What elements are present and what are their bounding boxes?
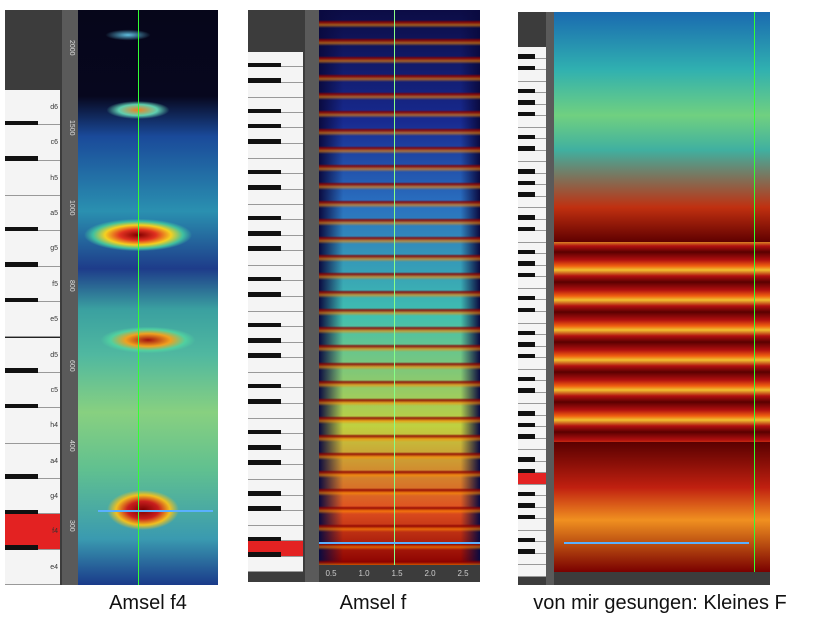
pitch-line (98, 510, 213, 512)
white-key: h5 (5, 160, 60, 197)
white-key (518, 565, 546, 577)
white-key (518, 150, 546, 163)
caption: Amsel f4 (109, 592, 187, 614)
lower-band (554, 442, 770, 572)
piano-keys (518, 47, 546, 577)
axis-label: 1000 (68, 200, 75, 216)
white-key (518, 277, 546, 289)
caption: von mir gesungen: Kleines F (533, 592, 787, 614)
white-key (248, 296, 303, 312)
white-key (248, 464, 303, 481)
axis-label: 2000 (68, 40, 75, 56)
spectrogram-panel (518, 12, 770, 585)
piano-keys (248, 52, 303, 572)
white-key (518, 438, 546, 451)
white-key: e4 (5, 549, 60, 585)
white-key (518, 116, 546, 128)
white-key (518, 70, 546, 82)
white-key (248, 250, 303, 267)
white-key (248, 403, 303, 420)
white-key: a4 (5, 443, 60, 479)
white-key (248, 143, 303, 160)
axis-label: 800 (68, 280, 75, 292)
cursor-line (394, 10, 395, 565)
white-key (518, 231, 546, 243)
frequency-axis (546, 12, 554, 585)
white-key (248, 82, 303, 98)
spectrogram-panel: 0.5 1.0 1.5 2.0 2.5 (248, 10, 480, 582)
axis-label: 300 (68, 520, 75, 532)
time-axis: 0.5 1.0 1.5 2.0 2.5 (319, 567, 480, 582)
x-tick-label: 2.5 (457, 569, 469, 578)
white-key: c5 (5, 372, 60, 409)
white-key: g5 (5, 231, 60, 267)
white-key (248, 510, 303, 527)
pitch-line (319, 542, 480, 544)
white-key (248, 357, 303, 374)
x-tick-label: 2.0 (424, 569, 436, 578)
spectrogram (78, 10, 218, 585)
white-key (518, 392, 546, 405)
white-key (518, 196, 546, 209)
cursor-line (138, 10, 139, 585)
caption: Amsel f (339, 592, 407, 614)
upper-band (554, 12, 770, 242)
white-key (518, 312, 546, 324)
x-tick-label: 1.0 (358, 569, 370, 578)
white-key (518, 519, 546, 531)
axis-label: 400 (68, 440, 75, 452)
axis-label: 1500 (68, 120, 75, 136)
frequency-axis (305, 10, 319, 582)
x-tick-label: 0.5 (325, 569, 337, 578)
x-tick-label: 1.5 (391, 569, 403, 578)
white-key: h4 (5, 408, 60, 444)
piano-keys: d6 c6 h5 a5 g5 f5 e5 d5 c5 h4 a4 g4 f4 e4 (5, 90, 60, 585)
cursor-line (754, 12, 755, 572)
white-key: c6 (5, 125, 60, 161)
axis-label: 600 (68, 360, 75, 372)
white-key (248, 189, 303, 205)
white-key: f5 (5, 266, 60, 303)
white-key (518, 473, 546, 485)
spectrogram (319, 10, 480, 565)
frequency-axis: 2000 1500 1000 800 600 400 300 (62, 10, 78, 585)
white-key: g4 (5, 478, 60, 515)
spectrogram-panel: d6 c6 h5 a5 g5 f5 e5 d5 c5 h4 a4 g4 f4 e4 2000 1500 100… (5, 10, 218, 585)
white-key: e5 (5, 302, 60, 338)
white-key (518, 553, 546, 566)
white-key (518, 358, 546, 370)
white-key (248, 556, 303, 572)
spectrogram (554, 12, 770, 572)
pitch-line (564, 542, 749, 544)
